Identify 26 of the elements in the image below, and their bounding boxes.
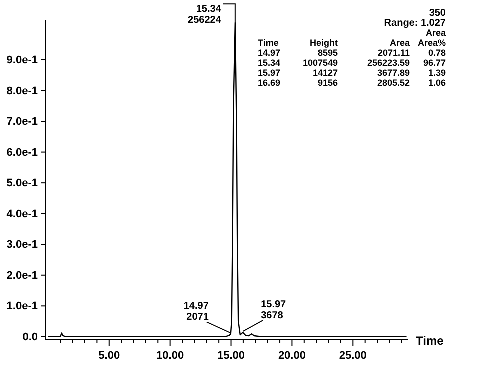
annotation: 14.97 2071	[184, 301, 210, 324]
y-tick-label: 6.0e-1	[6, 146, 38, 159]
y-tick-label: 5.0e-1	[6, 178, 38, 190]
x-tick-label: 5.00	[98, 350, 120, 362]
y-tick-label: 0.0	[22, 331, 38, 344]
y-tick-label: 1.0e-1	[6, 300, 38, 313]
text: Time Height Area Area Area%	[258, 28, 446, 48]
x-tick-label: 15.00	[218, 350, 246, 362]
y-tick-label: 8.0e-1	[6, 85, 38, 98]
y-tick-label: 3.0e-1	[6, 239, 38, 252]
y-tick-label: 9.0e-1	[6, 54, 38, 67]
x-tick-label: 25.00	[339, 350, 367, 362]
text: 14.97 8595 2071.11 0.78	[258, 48, 446, 58]
y-tick-label: 2.0e-1	[6, 270, 38, 282]
x-tick-label: 20.00	[278, 350, 306, 362]
annotation: Range: 1.027	[384, 18, 446, 29]
x-axis-title: Time	[416, 334, 444, 348]
y-tick-label: 4.0e-1	[6, 208, 38, 220]
y-tick-label: 7.0e-1	[6, 116, 38, 128]
text: 16.69 9156 2805.52 1.06	[258, 78, 446, 88]
x-tick-label: 10.00	[156, 350, 184, 362]
annotation: 15.34 256224	[188, 4, 222, 26]
text: 350	[429, 8, 446, 19]
annotation: 15.97 3678	[261, 300, 287, 322]
text: 15.97 14127 3677.89 1.39	[258, 68, 446, 78]
text: 15.34 1007549 256223.59 96.77	[258, 58, 446, 68]
